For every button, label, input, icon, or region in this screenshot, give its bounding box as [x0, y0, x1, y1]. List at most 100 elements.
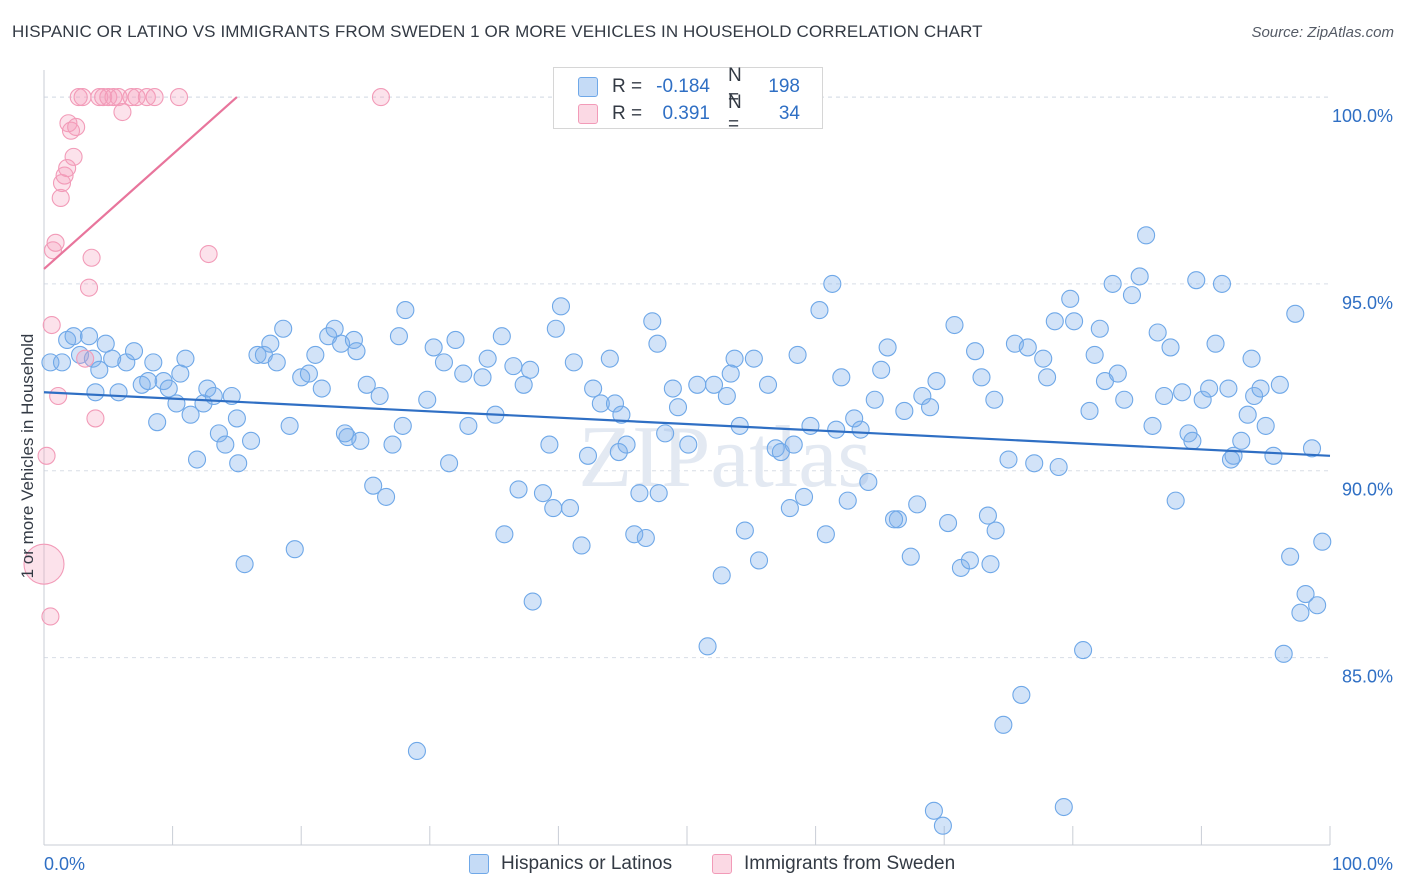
data-point-hispanic	[473, 368, 492, 387]
data-point-hispanic	[939, 514, 958, 533]
data-point-hispanic	[1286, 304, 1305, 323]
y-tick-label: 85.0%	[1342, 667, 1393, 687]
data-point-hispanic	[999, 450, 1018, 469]
data-point-hispanic	[1291, 603, 1310, 622]
data-point-hispanic	[978, 506, 997, 525]
data-point-hispanic	[248, 345, 267, 364]
data-point-hispanic	[96, 334, 115, 353]
data-point-hispanic	[1080, 401, 1099, 421]
data-point-hispanic	[148, 413, 167, 432]
data-point-hispanic	[124, 342, 144, 361]
data-point-hispanic	[335, 424, 354, 443]
data-point-sweden	[137, 88, 156, 107]
data-point-hispanic	[725, 349, 744, 368]
data-point-hispanic	[176, 349, 195, 368]
legend-swatch-blue	[469, 854, 489, 874]
data-point-hispanic	[325, 319, 344, 338]
data-point-hispanic	[383, 435, 402, 454]
data-point-hispanic	[945, 315, 964, 335]
data-point-sweden	[49, 386, 68, 406]
data-point-sweden	[82, 248, 101, 267]
data-point-hispanic	[986, 521, 1005, 540]
data-point-hispanic	[1296, 584, 1315, 604]
data-point-hispanic	[90, 360, 109, 379]
correlation-legend: R = -0.184 N = 198 R = 0.391 N = 34	[553, 65, 823, 135]
data-point-sweden	[86, 409, 105, 428]
data-point-hispanic	[1251, 379, 1270, 398]
data-point-hispanic	[393, 416, 412, 435]
data-point-hispanic	[1270, 375, 1289, 394]
data-point-hispanic	[584, 379, 603, 398]
data-point-sweden	[51, 188, 70, 208]
data-point-hispanic	[838, 491, 857, 510]
data-point-hispanic	[1115, 390, 1134, 409]
data-point-hispanic	[1245, 386, 1264, 406]
data-point-hispanic	[648, 334, 667, 353]
data-point-hispanic	[544, 499, 563, 518]
data-point-hispanic	[396, 301, 415, 320]
data-point-hispanic	[1034, 349, 1053, 368]
data-point-hispanic	[347, 342, 366, 361]
data-point-hispanic	[229, 454, 248, 473]
data-point-sweden	[99, 88, 118, 107]
data-point-sweden	[42, 315, 61, 335]
data-point-hispanic	[1130, 267, 1149, 286]
data-point-hispanic	[261, 334, 280, 353]
data-point-hispanic	[668, 398, 688, 417]
legend-row-sweden: R = 0.391 N = 34	[578, 92, 800, 135]
data-point-hispanic	[605, 394, 625, 413]
data-point-sweden	[73, 88, 92, 107]
data-point-hispanic	[1038, 368, 1057, 387]
data-point-hispanic	[139, 372, 158, 391]
data-point-sweden	[79, 278, 99, 297]
data-point-hispanic	[159, 379, 178, 398]
legend-n-value: 198	[768, 76, 800, 97]
data-point-sweden	[113, 102, 132, 122]
data-point-hispanic	[884, 510, 904, 529]
data-point-hispanic	[235, 555, 254, 574]
data-point-hispanic	[788, 345, 807, 364]
data-point-hispanic	[1137, 226, 1156, 245]
data-point-hispanic	[721, 364, 740, 383]
data-point-hispanic	[972, 368, 991, 387]
data-point-hispanic	[1148, 323, 1167, 342]
data-point-sweden	[46, 233, 65, 252]
axes	[43, 70, 1331, 846]
data-point-hispanic	[1281, 547, 1300, 566]
data-point-hispanic	[216, 435, 235, 454]
data-point-hispanic	[1193, 390, 1212, 409]
data-point-hispanic	[895, 401, 914, 421]
data-point-hispanic	[951, 558, 970, 577]
data-point-hispanic	[312, 379, 331, 398]
data-point-hispanic	[1219, 379, 1238, 398]
data-point-hispanic	[267, 353, 286, 372]
data-point-hispanic	[546, 319, 565, 338]
chart-title: HISPANIC OR LATINO VS IMMIGRANTS FROM SW…	[12, 22, 983, 41]
data-point-hispanic	[712, 566, 731, 585]
data-point-hispanic	[454, 364, 473, 383]
y-tick-label: 100.0%	[1332, 106, 1393, 126]
data-point-hispanic	[418, 390, 437, 409]
data-point-sweden	[127, 88, 146, 107]
data-point-hispanic	[960, 551, 979, 570]
data-point-hispanic	[1049, 457, 1068, 477]
data-point-hispanic	[966, 342, 985, 361]
data-point-hispanic	[698, 637, 717, 656]
data-point-hispanic	[79, 327, 99, 346]
data-point-hispanic	[459, 416, 478, 435]
data-point-hispanic	[636, 528, 655, 548]
data-point-hispanic	[609, 443, 628, 462]
data-point-hispanic	[533, 484, 553, 503]
data-point-sweden	[76, 349, 95, 368]
data-point-hispanic	[1238, 405, 1257, 424]
legend-r-value: -0.184	[656, 76, 710, 97]
data-point-hispanic	[514, 375, 533, 394]
data-point-hispanic	[794, 487, 814, 506]
data-point-hispanic	[1308, 596, 1327, 615]
data-point-hispanic	[1074, 641, 1093, 660]
data-point-hispanic	[446, 330, 465, 350]
data-point-sweden	[23, 543, 65, 585]
data-point-hispanic	[1012, 685, 1031, 704]
data-point-sweden	[94, 88, 113, 107]
data-point-hispanic	[1025, 454, 1044, 473]
